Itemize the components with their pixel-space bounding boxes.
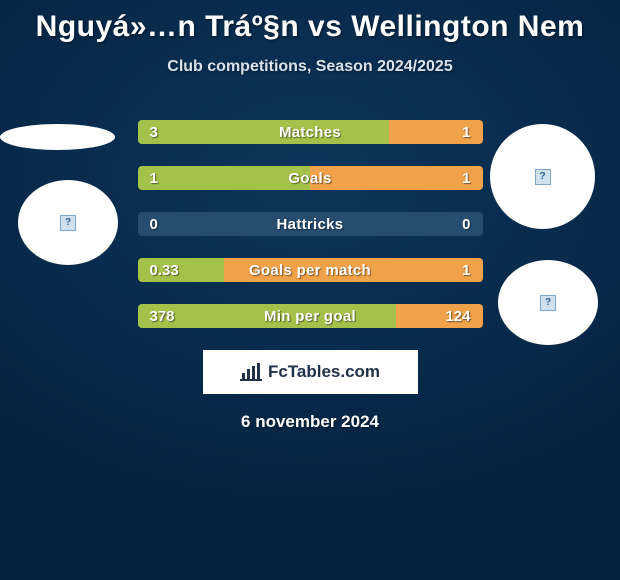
fctables-logo: FcTables.com: [203, 350, 418, 394]
date-text: 6 november 2024: [0, 412, 620, 432]
stat-label: Goals: [138, 166, 483, 190]
stat-label: Hattricks: [138, 212, 483, 236]
stat-row: 11Goals: [138, 166, 483, 190]
stat-row: 31Matches: [138, 120, 483, 144]
stat-label: Goals per match: [138, 258, 483, 282]
content-wrapper: Nguyá»…n Tráº§n vs Wellington Nem Club c…: [0, 0, 620, 580]
stat-label: Min per goal: [138, 304, 483, 328]
page-title: Nguyá»…n Tráº§n vs Wellington Nem: [0, 0, 620, 44]
stat-row: 00Hattricks: [138, 212, 483, 236]
logo-text: FcTables.com: [268, 362, 380, 382]
stat-label: Matches: [138, 120, 483, 144]
bar-chart-icon: [240, 363, 262, 381]
stat-row: 0.331Goals per match: [138, 258, 483, 282]
stat-row: 378124Min per goal: [138, 304, 483, 328]
page-subtitle: Club competitions, Season 2024/2025: [0, 58, 620, 76]
stats-container: 31Matches 11Goals 00Hattricks 0.331Goals pe…: [138, 120, 483, 328]
